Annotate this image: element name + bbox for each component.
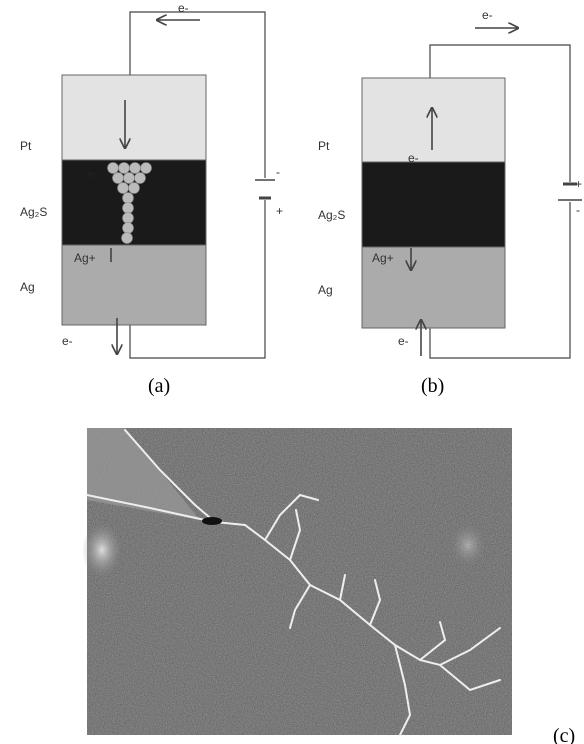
ag2s-layer (61, 159, 207, 246)
ag-layer (361, 246, 506, 329)
edge-region (87, 428, 200, 520)
label: Pt (318, 139, 330, 153)
wire (429, 202, 571, 359)
pt-layer (61, 74, 207, 161)
label: Ag+ (74, 251, 96, 265)
label: Ag+ (372, 251, 394, 265)
label: e- (88, 167, 99, 181)
label: e- (62, 334, 73, 348)
label: Ag (318, 283, 333, 297)
label: e- (482, 8, 493, 22)
blur-spot (450, 523, 486, 567)
label: Ag (20, 280, 35, 294)
ag2s-layer (361, 161, 506, 248)
label: - (276, 165, 280, 179)
caption: (c) (553, 725, 575, 744)
label: Pt (20, 139, 32, 153)
label: Ag₂S (318, 208, 345, 222)
wire (429, 44, 571, 182)
caption: (b) (421, 375, 444, 397)
label: - (576, 203, 580, 217)
ag-layer (61, 244, 207, 326)
dendrite (86, 429, 501, 736)
contact-point (202, 517, 222, 525)
panel-a: e- Pt Ag₂S Ag e- Ag+ e- - + (a) (20, 1, 283, 397)
panel-c: (c) (82, 428, 575, 744)
label: e- (178, 1, 189, 15)
wire (129, 200, 266, 359)
label: Ag₂S (20, 205, 47, 219)
caption: (a) (148, 375, 170, 397)
filament (107, 162, 152, 244)
label: + (575, 177, 582, 191)
label: + (276, 204, 283, 218)
label: e- (398, 334, 409, 348)
pt-layer (361, 77, 506, 163)
panel-b: e- Pt Ag₂S Ag e- Ag+ e- + - (b) (318, 8, 582, 397)
wire (129, 11, 266, 178)
blur-spot (82, 522, 122, 578)
label: e- (408, 151, 419, 165)
